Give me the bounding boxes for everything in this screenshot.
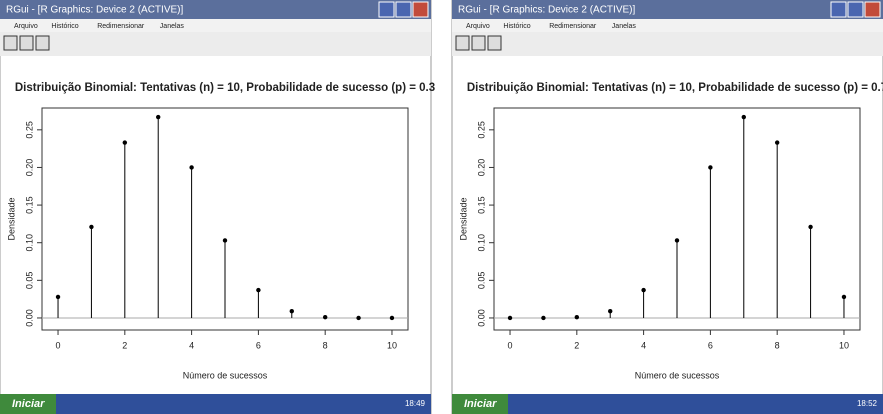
point	[89, 225, 93, 229]
x-tick-label: 0	[508, 340, 513, 350]
window-button[interactable]	[379, 2, 394, 17]
point	[123, 140, 127, 144]
toolbar	[0, 32, 431, 56]
menu-item[interactable]: Histórico	[503, 23, 530, 30]
taskbar	[0, 394, 431, 414]
x-axis-label: Número de sucessos	[635, 370, 720, 380]
point	[156, 115, 160, 119]
screen: RGui - [R Graphics: Device 2 (ACTIVE)] Ar…	[0, 0, 883, 414]
point	[223, 238, 227, 242]
y-tick-label: 0.10	[24, 234, 34, 252]
y-tick-label: 0.25	[476, 121, 486, 139]
menu-item[interactable]: Janelas	[612, 23, 637, 30]
y-tick-label: 0.20	[476, 159, 486, 177]
window-button[interactable]	[848, 2, 863, 17]
x-tick-label: 8	[323, 340, 328, 350]
window: RGui - [R Graphics: Device 2 (ACTIVE)] Ar…	[0, 0, 435, 414]
window: RGui - [R Graphics: Device 2 (ACTIVE)] Ar…	[452, 0, 883, 414]
menu-item[interactable]: Arquivo	[466, 23, 490, 30]
window-button[interactable]	[396, 2, 411, 17]
point	[56, 295, 60, 299]
point	[708, 165, 712, 169]
toolbar-button[interactable]	[4, 36, 17, 50]
x-tick-label: 4	[641, 340, 646, 350]
y-axis-label: Densidade	[6, 197, 16, 240]
chart-title: Distribuição Binomial: Tentativas (n) = …	[15, 82, 435, 94]
menu-item[interactable]: Redimensionar	[97, 23, 145, 30]
point	[808, 225, 812, 229]
x-tick-label: 2	[122, 340, 127, 350]
point	[608, 309, 612, 313]
y-tick-label: 0.00	[476, 309, 486, 327]
y-tick-label: 0.05	[476, 272, 486, 290]
toolbar-button[interactable]	[488, 36, 501, 50]
menu-item[interactable]: Redimensionar	[549, 23, 597, 30]
point	[323, 315, 327, 319]
toolbar-button[interactable]	[20, 36, 33, 50]
window-title: RGui - [R Graphics: Device 2 (ACTIVE)]	[458, 5, 635, 16]
start-label[interactable]: Iniciar	[464, 398, 497, 410]
point	[641, 288, 645, 292]
toolbar-button[interactable]	[472, 36, 485, 50]
y-tick-label: 0.25	[24, 121, 34, 139]
x-tick-label: 10	[839, 340, 849, 350]
point	[675, 238, 679, 242]
start-label[interactable]: Iniciar	[12, 398, 45, 410]
x-tick-label: 8	[775, 340, 780, 350]
clock: 18:52	[857, 399, 878, 408]
y-tick-label: 0.20	[24, 159, 34, 177]
x-tick-label: 6	[256, 340, 261, 350]
point	[508, 316, 512, 320]
x-tick-label: 0	[56, 340, 61, 350]
point	[742, 115, 746, 119]
y-tick-label: 0.00	[24, 309, 34, 327]
menu-item[interactable]: Histórico	[51, 23, 78, 30]
window-title: RGui - [R Graphics: Device 2 (ACTIVE)]	[6, 5, 183, 16]
point	[189, 165, 193, 169]
point	[256, 288, 260, 292]
y-axis-label: Densidade	[458, 197, 468, 240]
point	[356, 316, 360, 320]
point	[775, 140, 779, 144]
x-tick-label: 6	[708, 340, 713, 350]
toolbar	[452, 32, 883, 56]
x-axis-label: Número de sucessos	[183, 370, 268, 380]
x-tick-label: 4	[189, 340, 194, 350]
point	[290, 309, 294, 313]
menu-item[interactable]: Janelas	[160, 23, 185, 30]
y-tick-label: 0.15	[24, 196, 34, 214]
clock: 18:49	[405, 399, 426, 408]
y-tick-label: 0.15	[476, 196, 486, 214]
x-tick-label: 2	[574, 340, 579, 350]
toolbar-button[interactable]	[456, 36, 469, 50]
window-button[interactable]	[831, 2, 846, 17]
menu-item[interactable]: Arquivo	[14, 23, 38, 30]
point	[390, 316, 394, 320]
window-frame	[452, 0, 883, 414]
point	[842, 295, 846, 299]
window-button[interactable]	[865, 2, 880, 17]
window-frame	[0, 0, 431, 414]
y-tick-label: 0.05	[24, 272, 34, 290]
toolbar-button[interactable]	[36, 36, 49, 50]
chart-title: Distribuição Binomial: Tentativas (n) = …	[467, 82, 883, 94]
y-tick-label: 0.10	[476, 234, 486, 252]
point	[575, 315, 579, 319]
point	[541, 316, 545, 320]
x-tick-label: 10	[387, 340, 397, 350]
taskbar	[452, 394, 883, 414]
window-button[interactable]	[413, 2, 428, 17]
